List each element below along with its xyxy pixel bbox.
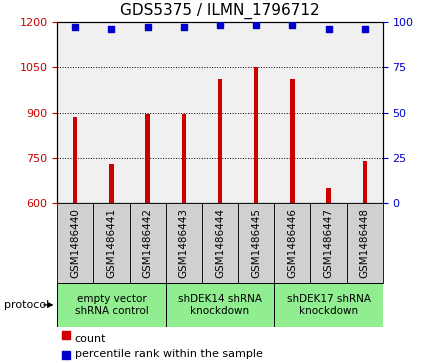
Text: GSM1486444: GSM1486444 <box>215 208 225 278</box>
Bar <box>202 203 238 283</box>
Bar <box>238 203 274 283</box>
Text: GSM1486443: GSM1486443 <box>179 208 189 278</box>
Bar <box>290 79 294 363</box>
Text: GSM1486448: GSM1486448 <box>360 208 370 278</box>
Text: GSM1486447: GSM1486447 <box>323 208 334 278</box>
Point <box>289 23 296 28</box>
Bar <box>311 203 347 283</box>
Point <box>183 85 190 90</box>
Text: GSM1486445: GSM1486445 <box>251 208 261 278</box>
Bar <box>182 114 186 363</box>
Bar <box>129 203 166 283</box>
Bar <box>73 117 77 363</box>
Bar <box>166 283 274 327</box>
Text: GSM1486442: GSM1486442 <box>143 208 153 278</box>
Point <box>108 26 115 32</box>
Text: protocol: protocol <box>4 300 50 310</box>
Text: GSM1486441: GSM1486441 <box>106 208 117 278</box>
Bar <box>326 188 331 363</box>
Point <box>183 269 190 275</box>
Text: GSM1486440: GSM1486440 <box>70 208 80 278</box>
Bar <box>57 283 166 327</box>
Point <box>216 23 224 28</box>
Bar <box>274 283 383 327</box>
Text: percentile rank within the sample: percentile rank within the sample <box>75 349 263 359</box>
Text: shDEK14 shRNA
knockdown: shDEK14 shRNA knockdown <box>178 294 262 316</box>
Point <box>361 26 368 32</box>
Bar <box>347 203 383 283</box>
Bar <box>146 114 150 363</box>
Point <box>72 24 79 30</box>
Bar <box>57 203 93 283</box>
Point <box>325 26 332 32</box>
Point <box>253 23 260 28</box>
Title: GDS5375 / ILMN_1796712: GDS5375 / ILMN_1796712 <box>120 3 320 19</box>
Bar <box>218 79 222 363</box>
Bar <box>93 203 129 283</box>
Bar <box>109 164 114 363</box>
Text: shDEK17 shRNA
knockdown: shDEK17 shRNA knockdown <box>286 294 370 316</box>
Text: count: count <box>75 334 106 344</box>
Point <box>180 24 187 30</box>
Bar <box>166 203 202 283</box>
Text: empty vector
shRNA control: empty vector shRNA control <box>75 294 148 316</box>
Bar <box>274 203 311 283</box>
Point <box>144 24 151 30</box>
Bar <box>363 161 367 363</box>
Text: GSM1486446: GSM1486446 <box>287 208 297 278</box>
Bar <box>254 67 258 363</box>
